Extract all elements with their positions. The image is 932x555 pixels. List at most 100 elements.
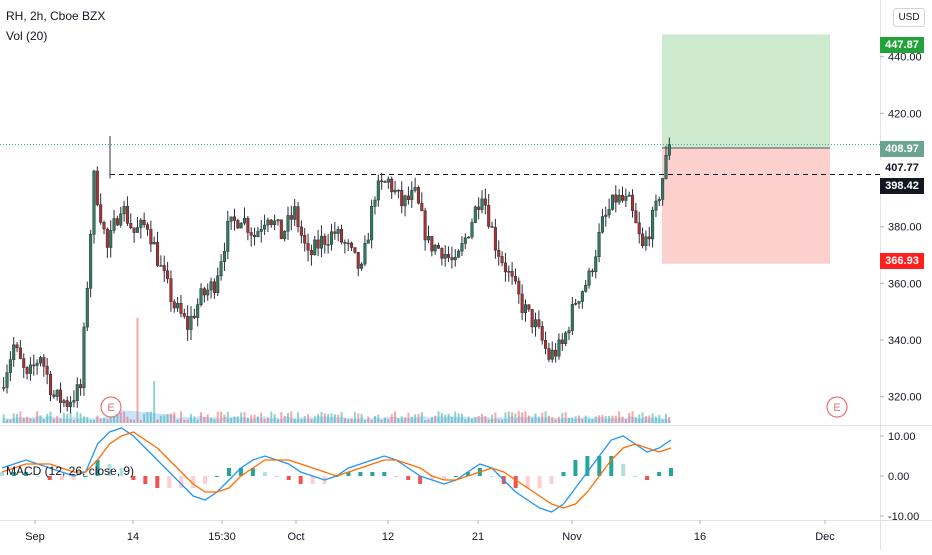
- candle-down[interactable]: [129, 223, 133, 229]
- candle-down[interactable]: [105, 228, 109, 248]
- candle-up[interactable]: [651, 209, 655, 240]
- candle-down[interactable]: [420, 202, 424, 211]
- candle-up[interactable]: [346, 242, 350, 245]
- candle-down[interactable]: [22, 358, 26, 368]
- candle-down[interactable]: [115, 218, 119, 226]
- candle-up[interactable]: [266, 219, 270, 226]
- candle-up[interactable]: [433, 245, 437, 252]
- candle-up[interactable]: [584, 284, 588, 292]
- candle-down[interactable]: [253, 235, 257, 237]
- candle-down[interactable]: [647, 236, 651, 240]
- candle-down[interactable]: [236, 220, 240, 229]
- candle-down[interactable]: [48, 374, 53, 396]
- candle-up[interactable]: [617, 195, 621, 203]
- candle-down[interactable]: [537, 319, 541, 327]
- candle-down[interactable]: [540, 326, 544, 341]
- candle-down[interactable]: [343, 241, 347, 244]
- candle-down[interactable]: [350, 242, 354, 248]
- currency-button[interactable]: USD: [893, 8, 925, 27]
- candle-down[interactable]: [333, 231, 337, 234]
- candle-up[interactable]: [72, 400, 76, 403]
- candle-down[interactable]: [249, 232, 253, 236]
- candle-up[interactable]: [564, 332, 568, 344]
- candle-down[interactable]: [299, 226, 303, 236]
- candle-down[interactable]: [497, 249, 501, 257]
- candle-down[interactable]: [503, 262, 507, 273]
- candle-up[interactable]: [319, 235, 323, 249]
- candle-down[interactable]: [269, 219, 273, 225]
- candle-up[interactable]: [259, 228, 263, 232]
- candle-up[interactable]: [594, 256, 598, 272]
- candle-down[interactable]: [416, 187, 420, 204]
- candle-up[interactable]: [460, 243, 464, 252]
- candle-down[interactable]: [95, 170, 99, 205]
- candle-up[interactable]: [574, 303, 578, 305]
- candle-up[interactable]: [661, 178, 665, 200]
- candle-up[interactable]: [457, 250, 461, 258]
- candle-up[interactable]: [410, 190, 414, 200]
- candle-up[interactable]: [473, 206, 477, 223]
- candle-up[interactable]: [38, 357, 42, 364]
- candle-up[interactable]: [82, 326, 86, 389]
- candle-up[interactable]: [373, 199, 377, 207]
- candle-down[interactable]: [513, 276, 517, 282]
- candle-up[interactable]: [2, 387, 6, 389]
- candle-up[interactable]: [624, 196, 628, 201]
- earnings-marker[interactable]: [826, 396, 848, 418]
- candle-down[interactable]: [356, 252, 360, 269]
- candle-down[interactable]: [637, 222, 641, 235]
- candle-up[interactable]: [62, 400, 66, 403]
- candle-up[interactable]: [467, 236, 471, 239]
- candle-up[interactable]: [159, 265, 163, 267]
- candle-down[interactable]: [169, 278, 173, 303]
- candle-down[interactable]: [52, 394, 56, 397]
- candle-up[interactable]: [426, 236, 431, 241]
- candle-up[interactable]: [480, 198, 484, 210]
- candle-down[interactable]: [440, 248, 444, 259]
- candle-down[interactable]: [353, 247, 357, 253]
- candle-down[interactable]: [102, 222, 106, 230]
- candle-up[interactable]: [92, 170, 96, 235]
- candle-up[interactable]: [8, 359, 12, 373]
- candle-down[interactable]: [142, 219, 146, 225]
- candle-down[interactable]: [162, 265, 166, 272]
- candle-down[interactable]: [149, 229, 153, 245]
- candle-down[interactable]: [316, 239, 320, 249]
- candle-down[interactable]: [396, 189, 400, 192]
- candle-down[interactable]: [182, 313, 186, 317]
- candle-down[interactable]: [527, 304, 531, 310]
- candle-up[interactable]: [610, 194, 614, 210]
- candle-up[interactable]: [470, 222, 474, 238]
- candle-up[interactable]: [534, 319, 538, 328]
- candle-up[interactable]: [557, 339, 561, 357]
- candle-down[interactable]: [490, 226, 494, 228]
- candle-up[interactable]: [370, 206, 374, 241]
- candle-down[interactable]: [296, 206, 300, 228]
- candle-up[interactable]: [376, 180, 380, 201]
- candle-down[interactable]: [406, 195, 410, 200]
- candle-down[interactable]: [390, 178, 394, 193]
- candle-down[interactable]: [99, 204, 103, 223]
- candle-down[interactable]: [18, 347, 22, 359]
- candle-up[interactable]: [209, 281, 213, 291]
- candle-down[interactable]: [641, 233, 645, 247]
- candle-down[interactable]: [156, 242, 160, 266]
- candle-down[interactable]: [323, 235, 327, 245]
- candle-down[interactable]: [309, 249, 313, 256]
- candle-down[interactable]: [59, 389, 63, 403]
- candle-down[interactable]: [430, 236, 434, 252]
- candle-down[interactable]: [631, 194, 635, 211]
- symbol-legend[interactable]: RH, 2h, Cboe BZX: [6, 9, 105, 23]
- candle-up[interactable]: [263, 224, 267, 230]
- candle-up[interactable]: [5, 372, 9, 388]
- candle-down[interactable]: [289, 215, 293, 220]
- candle-up[interactable]: [199, 288, 203, 305]
- candle-up[interactable]: [313, 239, 317, 256]
- candle-down[interactable]: [279, 219, 283, 240]
- candle-up[interactable]: [55, 389, 59, 397]
- candle-up[interactable]: [28, 364, 32, 374]
- candle-up[interactable]: [239, 222, 243, 229]
- candle-up[interactable]: [216, 275, 220, 293]
- candle-down[interactable]: [172, 301, 176, 309]
